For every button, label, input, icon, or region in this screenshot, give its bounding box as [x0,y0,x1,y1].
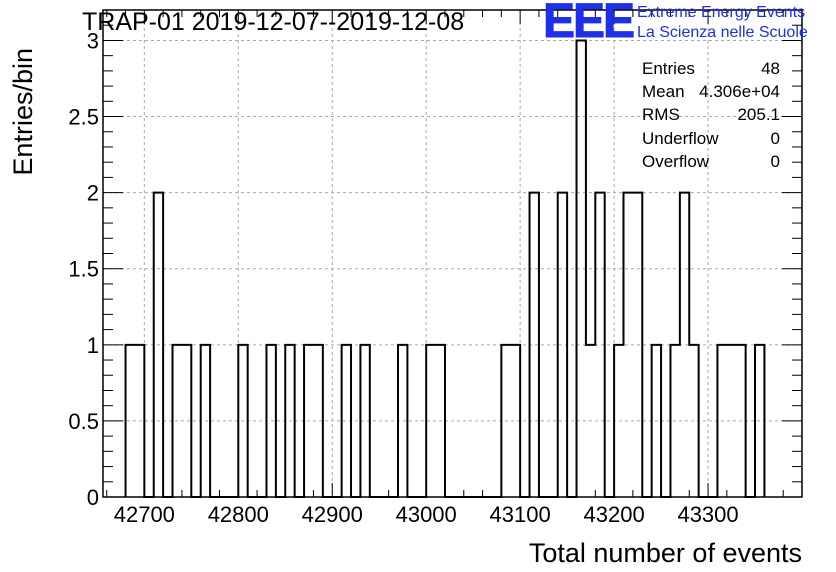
histogram-bin [501,345,510,497]
histogram-bin [426,345,435,497]
histogram-bin [717,345,726,497]
y-tick-label: 1 [87,333,99,358]
y-tick-label: 2.5 [68,105,99,130]
y-tick-label: 3 [87,28,99,53]
y-tick-label: 1.5 [68,257,99,282]
x-tick-label: 43200 [584,502,645,527]
histogram-bin [727,345,736,497]
histogram-bin [670,345,679,497]
histogram-bin [511,345,520,497]
histogram-bin [135,345,144,497]
stat-value-entries: 48 [761,59,780,78]
x-tick-label: 43000 [396,502,457,527]
histogram-bin [736,345,745,497]
histogram-bin [595,193,604,497]
chart-title: TRAP-01 2019-12-07--2019-12-08 [82,8,465,36]
histogram-bin [689,345,698,497]
histogram-bin [126,345,135,497]
x-tick-label: 43100 [490,502,551,527]
x-tick-label: 42800 [208,502,269,527]
histogram-bin [586,345,595,497]
stat-label-rms: RMS [642,105,680,124]
stat-value-mean: 4.306e+04 [699,82,780,101]
x-tick-label: 42700 [114,502,175,527]
axis-tick-labels: 42700 42800 42900 43000 43100 43200 43300 0 0.5 1… [68,28,738,527]
stat-value-rms: 205.1 [737,105,780,124]
stat-label-mean: Mean [642,82,685,101]
eee-logo-mark: EEE [542,0,635,49]
histogram-bin [623,193,632,497]
histogram-bin [680,193,689,497]
y-tick-label: 2 [87,181,99,206]
x-tick-label: 42900 [302,502,363,527]
histogram-bin [398,345,407,497]
histogram-bin [614,345,623,497]
histogram-bin [436,345,445,497]
histogram-bin [238,345,247,497]
histogram-bin [313,345,322,497]
axis-ticks [103,9,803,498]
histogram-bin [577,40,586,497]
stat-value-overflow: 0 [770,152,780,171]
histogram-bin [360,345,369,497]
histogram-bin [182,345,191,497]
histogram-bin [530,193,539,497]
histogram-bin [285,345,294,497]
histogram-bin [154,193,163,497]
histogram-bin [755,345,764,497]
histogram-bin [173,345,182,497]
y-axis-label: Entries/bin [8,48,38,176]
histogram-bin [201,345,210,497]
y-tick-label: 0 [87,485,99,510]
logo-line-2: La Scienza nelle Scuole [637,24,808,41]
histogram-bin [558,193,567,497]
grid-lines [103,10,802,497]
x-axis-label: Total number of events [529,538,802,568]
histogram-bin [633,193,642,497]
stat-label-underflow: Underflow [642,129,719,148]
logo-line-1: Extreme Energy Events [637,4,806,21]
stat-value-underflow: 0 [770,129,780,148]
y-tick-label: 0.5 [68,409,99,434]
stat-label-entries: Entries [642,59,695,78]
histogram-bin [304,345,313,497]
x-tick-label: 43300 [677,502,738,527]
histogram-bin [342,345,351,497]
histogram-bin [266,345,275,497]
histogram-bin [652,345,661,497]
stat-label-overflow: Overflow [642,152,710,171]
